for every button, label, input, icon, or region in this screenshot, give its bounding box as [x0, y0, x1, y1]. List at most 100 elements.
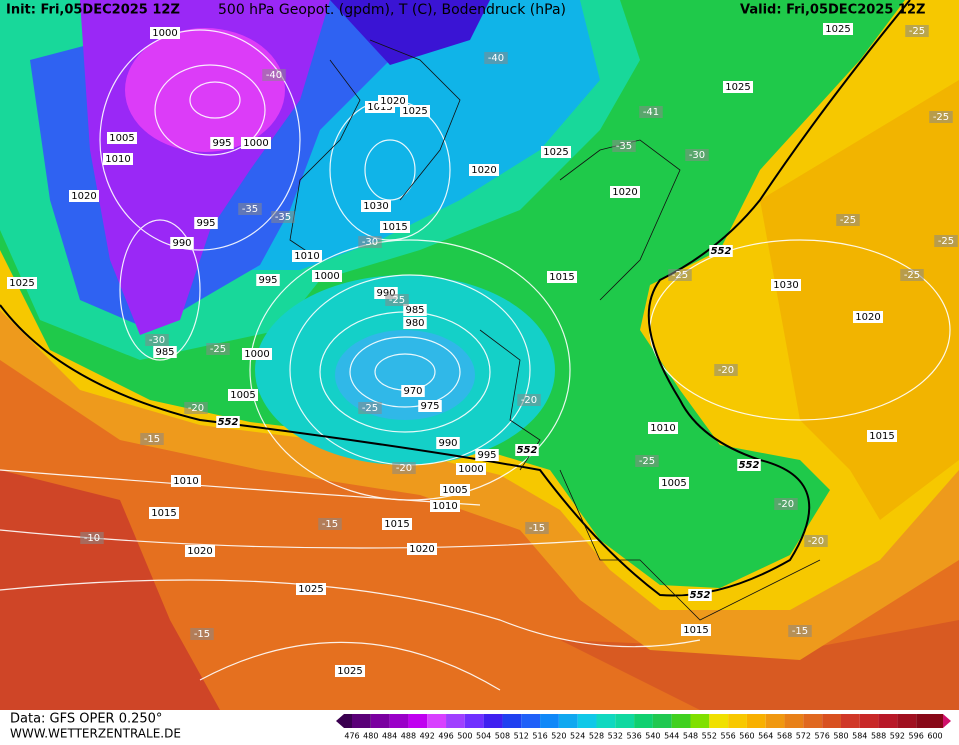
temperature-label: -25 — [389, 295, 405, 306]
temperature-label-box — [145, 334, 169, 346]
temperature-label: -25 — [210, 344, 226, 355]
colorbar-label: 492 — [420, 732, 435, 741]
temperature-label: -25 — [639, 456, 655, 467]
isobar-label-box — [400, 105, 430, 117]
temperature-label: -25 — [933, 112, 949, 123]
isobar-label: 1020 — [380, 96, 405, 107]
temperature-label: -20 — [778, 499, 794, 510]
map-title: 500 hPa Geopot. (gpdm), T (C), Bodendruc… — [218, 2, 566, 18]
colorbar-swatch — [916, 714, 935, 728]
isobar-label-box — [823, 23, 853, 35]
isobar-label: 1015 — [549, 272, 574, 283]
temperature-label: -40 — [488, 53, 504, 64]
colorbar-label: 596 — [909, 732, 924, 741]
temperature-label: -30 — [149, 335, 165, 346]
colorbar-label: 600 — [927, 732, 942, 741]
colorbar-label: 548 — [683, 732, 698, 741]
isobar-label: 995 — [212, 138, 231, 149]
isobar-label: 1000 — [243, 138, 268, 149]
isobar-label-box — [296, 583, 326, 595]
isobar-label: 1010 — [173, 476, 198, 487]
colorbar-swatch — [897, 714, 917, 728]
colorbar-label: 488 — [401, 732, 416, 741]
temperature-label-box — [358, 402, 382, 414]
temperature-label-box — [385, 294, 409, 306]
isobar-label-box — [103, 153, 133, 165]
colorbar-swatch — [784, 714, 804, 728]
colorbar-label: 484 — [382, 732, 397, 741]
temperature-label-box — [80, 532, 104, 544]
temperature-label-box — [804, 535, 828, 547]
isobar-label: 1025 — [402, 106, 427, 117]
temperature-label: -41 — [643, 107, 659, 118]
isobar-label-box — [194, 217, 218, 229]
temperature-label: -25 — [904, 270, 920, 281]
isobar-label-box — [292, 250, 322, 262]
geopotential-label-box — [216, 416, 240, 428]
temperature-label-box — [836, 214, 860, 226]
geopotential-label: 552 — [711, 246, 732, 257]
geopotential-label: 552 — [690, 590, 711, 601]
isobar-label: 1025 — [298, 584, 323, 595]
colorbar-swatch — [859, 714, 879, 728]
colorbar-label: 536 — [626, 732, 641, 741]
isobar-label-box — [335, 665, 365, 677]
colorbar-swatch — [389, 714, 409, 728]
temperature-label: -15 — [144, 434, 160, 445]
colorbar-label: 500 — [457, 732, 472, 741]
colorbar-label: 564 — [758, 732, 773, 741]
temperature-label: -25 — [672, 270, 688, 281]
temperature-label-box — [271, 211, 295, 223]
isobar-label-box — [170, 237, 194, 249]
colorbar-label: 480 — [363, 732, 378, 741]
temperature-label-box — [905, 25, 929, 37]
colorbar-swatch — [878, 714, 898, 728]
isobar-label: 975 — [420, 401, 439, 412]
isobar-label-box — [541, 146, 571, 158]
temperature-label: -20 — [396, 463, 412, 474]
isobar-label: 970 — [403, 386, 422, 397]
isobar-label: 985 — [155, 347, 174, 358]
isobar-label-box — [456, 463, 486, 475]
init-time: Init: Fri,05DEC2025 12Z — [6, 3, 180, 18]
colorbar-label: 540 — [645, 732, 660, 741]
isobar-label-box — [681, 624, 711, 636]
isobar-label: 1010 — [432, 501, 457, 512]
isobar-label-box — [69, 190, 99, 202]
temperature-label: -20 — [718, 365, 734, 376]
isobar-label-box — [256, 274, 280, 286]
temperature-label: -25 — [938, 236, 954, 247]
isobar-label-box — [153, 346, 177, 358]
isobar-label-box — [378, 95, 408, 107]
colorbar-swatch — [483, 714, 503, 728]
colorbar-label: 580 — [833, 732, 848, 741]
isobar-label-box — [210, 137, 234, 149]
colorbar-label: 544 — [664, 732, 679, 741]
colorbar-label: 496 — [438, 732, 453, 741]
colorbar-swatch — [408, 714, 428, 728]
temperature-label-box — [900, 269, 924, 281]
isobar-label: 1000 — [458, 464, 483, 475]
colorbar-swatch — [427, 714, 447, 728]
colorbar-swatch — [596, 714, 616, 728]
geopotential-label-box — [515, 444, 539, 456]
geopotential-label: 552 — [739, 460, 760, 471]
colorbar-swatch — [446, 714, 465, 728]
isobar-label-box — [185, 545, 215, 557]
isobar-label: 1015 — [151, 508, 176, 519]
temperature-label: -15 — [792, 626, 808, 637]
isobar-label-box — [853, 311, 883, 323]
temperature-label: -15 — [322, 519, 338, 530]
colorbar-label: 588 — [871, 732, 886, 741]
temperature-label-box — [639, 106, 663, 118]
colorbar-swatch — [690, 714, 710, 728]
temperature-label-box — [184, 402, 208, 414]
colorbar-arrow-left — [336, 714, 344, 728]
isobar-label-box — [407, 543, 437, 555]
colorbar-swatch — [728, 714, 747, 728]
isobar-label: 1005 — [109, 133, 134, 144]
colorbar-swatch — [709, 714, 729, 728]
isobar-label-box — [382, 518, 412, 530]
isobar-label-box — [107, 132, 137, 144]
isobar-label: 1025 — [725, 82, 750, 93]
